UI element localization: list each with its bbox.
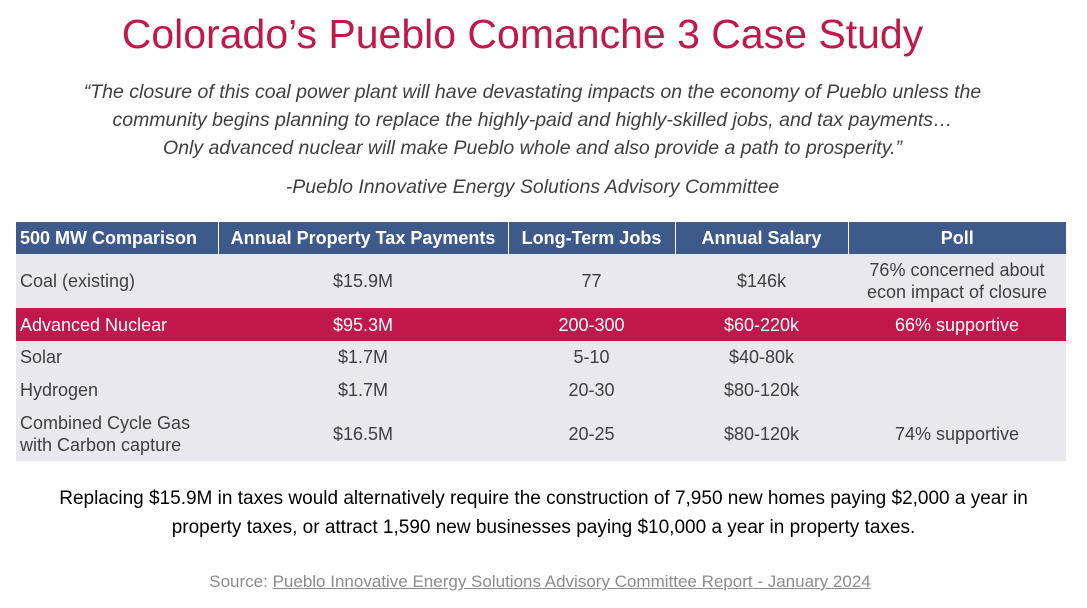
cell-jobs: 20-30 xyxy=(508,372,675,407)
quote-block: “The closure of this coal power plant wi… xyxy=(0,78,1065,162)
table-row-solar: Solar $1.7M 5-10 $40-80k xyxy=(16,341,1066,372)
cell-salary: $80-120k xyxy=(675,372,848,407)
quote-attribution: -Pueblo Innovative Energy Solutions Advi… xyxy=(285,176,780,198)
cell-tax: $1.7M xyxy=(218,341,508,372)
table-row-gas: Combined Cycle Gas with Carbon capture $… xyxy=(16,407,1066,461)
cell-poll xyxy=(848,341,1066,372)
cell-name: Solar xyxy=(16,341,218,372)
cell-name: Hydrogen xyxy=(16,372,218,407)
cell-name: Advanced Nuclear xyxy=(16,308,218,341)
footnote-line-1: Replacing $15.9M in taxes would alternat… xyxy=(59,488,1028,509)
cell-salary: $40-80k xyxy=(675,341,848,372)
cell-poll xyxy=(848,372,1066,407)
header-comparison: 500 MW Comparison xyxy=(16,222,219,254)
cell-jobs: 20-25 xyxy=(508,407,675,461)
header-annual-salary: Annual Salary xyxy=(675,222,849,254)
cell-poll-line-1: 76% concerned about xyxy=(869,260,1045,280)
cell-name-line-2: with Carbon capture xyxy=(20,435,182,455)
table-row-nuclear: Advanced Nuclear $95.3M 200-300 $60-220k… xyxy=(16,308,1066,341)
header-long-term-jobs: Long-Term Jobs xyxy=(508,222,676,254)
cell-salary: $80-120k xyxy=(675,407,848,461)
table-row-hydrogen: Hydrogen $1.7M 20-30 $80-120k xyxy=(16,372,1066,407)
cell-jobs: 5-10 xyxy=(508,341,675,372)
table-row-coal: Coal (existing) $15.9M 77 $146k 76% conc… xyxy=(16,254,1066,308)
page-title: Colorado’s Pueblo Comanche 3 Case Study xyxy=(121,11,924,57)
source-citation: Source: Pueblo Innovative Energy Solutio… xyxy=(0,570,1080,594)
cell-tax: $16.5M xyxy=(218,407,508,461)
cell-jobs: 200-300 xyxy=(508,308,675,341)
cell-poll: 66% supportive xyxy=(848,308,1066,341)
quote-line-1: “The closure of this coal power plant wi… xyxy=(83,81,982,103)
cell-salary: $60-220k xyxy=(675,308,848,341)
comparison-table: 500 MW Comparison Annual Property Tax Pa… xyxy=(16,222,1066,461)
cell-name-line-1: Combined Cycle Gas xyxy=(20,413,191,433)
table-header-row: 500 MW Comparison Annual Property Tax Pa… xyxy=(16,222,1066,254)
header-poll: Poll xyxy=(848,222,1066,254)
quote-line-2: community begins planning to replace the… xyxy=(112,109,953,131)
cell-name: Coal (existing) xyxy=(16,254,218,308)
footnote: Replacing $15.9M in taxes would alternat… xyxy=(0,484,1087,542)
cell-poll-line-2: econ impact of closure xyxy=(866,282,1048,302)
cell-jobs: 77 xyxy=(508,254,675,308)
header-property-tax: Annual Property Tax Payments xyxy=(218,222,509,254)
cell-tax: $15.9M xyxy=(218,254,508,308)
cell-salary: $146k xyxy=(675,254,848,308)
cell-tax: $1.7M xyxy=(218,372,508,407)
quote-line-3: Only advanced nuclear will make Pueblo w… xyxy=(163,137,902,159)
cell-tax: $95.3M xyxy=(218,308,508,341)
source-prefix: Source: xyxy=(209,572,273,591)
footnote-line-2: property taxes, or attract 1,590 new bus… xyxy=(171,517,916,538)
cell-poll: 74% supportive xyxy=(848,407,1066,461)
cell-name: Combined Cycle Gas with Carbon capture xyxy=(16,407,218,461)
cell-poll: 76% concerned about econ impact of closu… xyxy=(848,254,1066,308)
source-link[interactable]: Pueblo Innovative Energy Solutions Advis… xyxy=(272,572,871,591)
